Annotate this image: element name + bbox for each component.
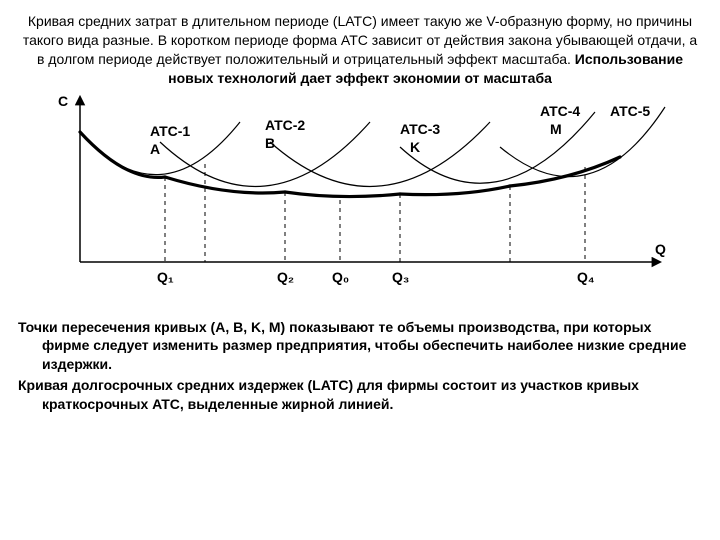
axis-label-c: C [58, 92, 68, 111]
latc-chart: C Q ATC-1 A ATC-2 B ATC-3 K ATC-4 M ATC-… [40, 92, 680, 312]
footer-p1: Точки пересечения кривых (A, B, K, M) по… [18, 318, 702, 375]
axis-label-q: Q [655, 240, 666, 259]
label-k: K [410, 138, 420, 157]
label-atc3: ATC-3 [400, 120, 440, 139]
tick-q2: Q₂ [277, 268, 294, 287]
label-atc4: ATC-4 [540, 102, 580, 121]
footer-p2: Кривая долгосрочных средних издержек (LA… [18, 376, 702, 414]
tick-q4: Q₄ [577, 268, 595, 287]
label-atc2: ATC-2 [265, 116, 305, 135]
intro-text: Кривая средних затрат в длительном перио… [18, 12, 702, 88]
footer-text: Точки пересечения кривых (A, B, K, M) по… [18, 318, 702, 414]
tick-q0: Q₀ [332, 268, 349, 287]
tick-q1: Q₁ [157, 268, 174, 287]
label-m: M [550, 120, 562, 139]
label-a: A [150, 140, 160, 159]
label-atc5: ATC-5 [610, 102, 650, 121]
tick-q3: Q₃ [392, 268, 409, 287]
label-b: B [265, 134, 275, 153]
label-atc1: ATC-1 [150, 122, 190, 141]
